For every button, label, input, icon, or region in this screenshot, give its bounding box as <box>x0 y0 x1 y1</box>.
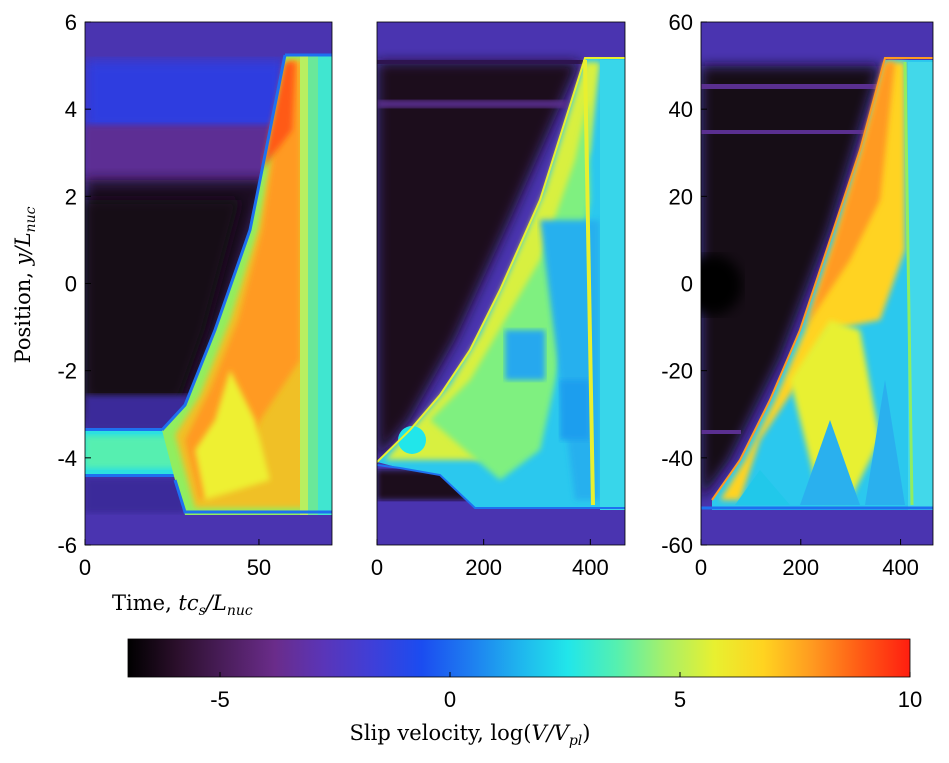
x-tick-label: 0 <box>371 555 383 580</box>
y-tick-label: -20 <box>661 359 693 384</box>
y-tick-label: 20 <box>669 184 693 209</box>
colorbar-tick-label: 5 <box>674 687 686 712</box>
colorbar-tick-label: -5 <box>210 687 230 712</box>
colorbar-tick-label: 0 <box>444 687 456 712</box>
x-axis-label: Time, tcs/Lnuc <box>112 591 253 619</box>
y-tick-label: -6 <box>57 533 77 558</box>
panel-left: -6 -4 -2 0 2 4 6 0 50 <box>57 10 333 580</box>
y-axis-label: Position, y/Lnuc <box>11 206 39 363</box>
y-ticks-right: -60 -40 -20 0 20 40 60 <box>661 10 707 558</box>
y-tick-label: -40 <box>661 446 693 471</box>
heatmap-right <box>701 22 933 545</box>
y-tick-label: -2 <box>57 359 77 384</box>
x-tick-label: 50 <box>247 555 271 580</box>
panel-middle: 0 200 400 <box>371 21 626 580</box>
y-tick-label: 0 <box>65 272 77 297</box>
x-ticks-left: 0 50 <box>79 539 271 580</box>
x-ticks-right: 0 200 400 <box>695 539 919 580</box>
colorbar-gradient <box>127 638 911 678</box>
colorbar-ticks: -5 0 5 10 <box>210 672 922 712</box>
colorbar: -5 0 5 10 Slip velocity, log(V/Vpl) <box>127 638 922 749</box>
x-tick-label: 200 <box>782 555 819 580</box>
x-tick-label: 200 <box>465 555 502 580</box>
x-tick-label: 0 <box>79 555 91 580</box>
heatmap-left <box>85 22 332 545</box>
panel-right: -60 -40 -20 0 20 40 60 0 200 400 <box>661 10 934 580</box>
y-tick-label: 2 <box>65 184 77 209</box>
x-ticks-middle: 0 200 400 <box>371 539 609 580</box>
y-ticks-left: -6 -4 -2 0 2 4 6 <box>57 10 91 558</box>
heatmap-middle <box>377 22 625 545</box>
y-tick-label: 0 <box>681 272 693 297</box>
y-tick-label: 40 <box>669 97 693 122</box>
axes-frame-middle <box>376 21 626 546</box>
y-tick-label: 4 <box>65 97 77 122</box>
y-tick-label: -4 <box>57 446 77 471</box>
x-tick-label: 400 <box>572 555 609 580</box>
y-tick-label: -60 <box>661 533 693 558</box>
x-tick-label: 0 <box>695 555 707 580</box>
y-tick-label: 60 <box>669 10 693 35</box>
colorbar-label: Slip velocity, log(V/Vpl) <box>350 721 591 749</box>
x-tick-label: 400 <box>882 555 919 580</box>
y-tick-label: 6 <box>65 10 77 35</box>
colorbar-tick-label: 10 <box>898 687 922 712</box>
